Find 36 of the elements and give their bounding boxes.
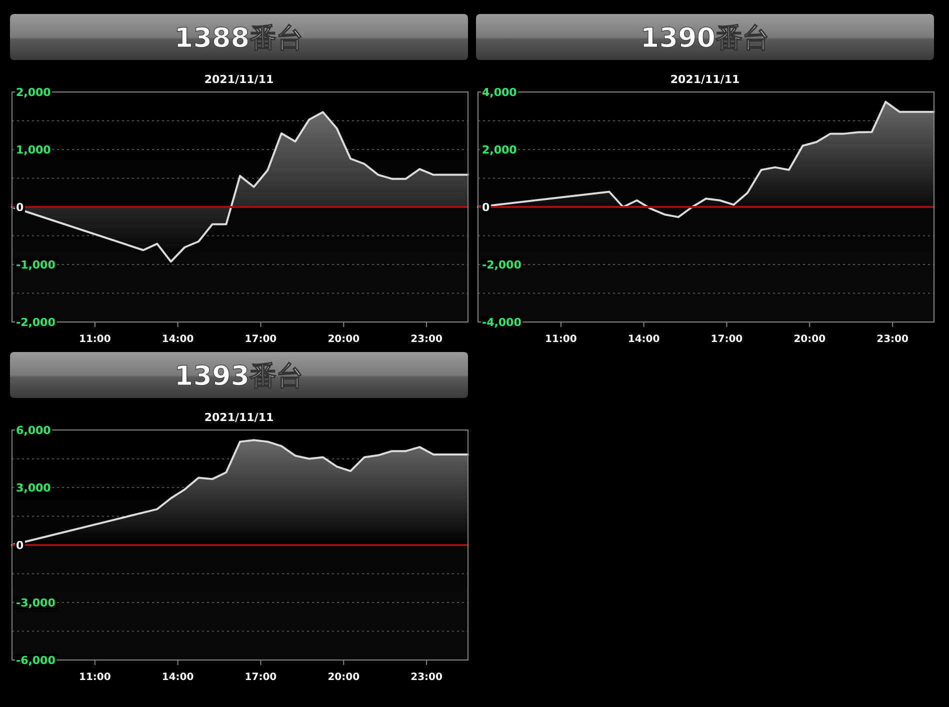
y-tick-label: 2,000 [482, 144, 518, 156]
x-tick-label: 20:00 [328, 672, 360, 683]
y-tick-label: -4,000 [482, 316, 522, 329]
y-tick-label: 0 [16, 539, 24, 552]
chart-title: 1390番台 [640, 23, 770, 54]
y-tick-label: -1,000 [16, 258, 56, 272]
x-tick-label: 23:00 [410, 672, 442, 683]
y-tick-label: 2,000 [16, 86, 52, 99]
x-tick-label: 14:00 [162, 672, 194, 683]
y-tick-label: -6,000 [16, 654, 56, 667]
x-tick-label: 11:00 [78, 334, 111, 345]
chart-title: 1388番台 [174, 23, 304, 54]
chart-subtitle: 2021/11/11 [204, 411, 274, 424]
y-tick-label: -2,000 [482, 258, 522, 272]
x-tick-label: 17:00 [244, 672, 277, 683]
y-tick-label: -2,000 [16, 316, 56, 329]
x-tick-label: 20:00 [794, 334, 826, 345]
x-tick-label: 14:00 [628, 334, 660, 345]
y-tick-label: 1,000 [16, 144, 52, 156]
y-tick-label: 6,000 [16, 424, 52, 437]
chart-subtitle: 2021/11/11 [204, 73, 274, 86]
y-tick-label: 0 [482, 201, 490, 214]
x-tick-label: 11:00 [78, 672, 111, 683]
y-tick-label: 4,000 [482, 86, 518, 99]
x-tick-label: 20:00 [328, 334, 360, 345]
x-tick-label: 17:00 [710, 334, 743, 345]
y-tick-label: 0 [16, 201, 24, 214]
x-tick-label: 14:00 [162, 334, 194, 345]
x-tick-label: 11:00 [544, 334, 577, 345]
x-tick-label: 23:00 [410, 334, 442, 345]
chart-subtitle: 2021/11/11 [670, 73, 740, 86]
y-tick-label: 3,000 [16, 482, 52, 494]
y-tick-label: -3,000 [16, 596, 56, 610]
chart-title: 1393番台 [174, 361, 304, 392]
x-tick-label: 17:00 [244, 334, 277, 345]
x-tick-label: 23:00 [876, 334, 908, 345]
